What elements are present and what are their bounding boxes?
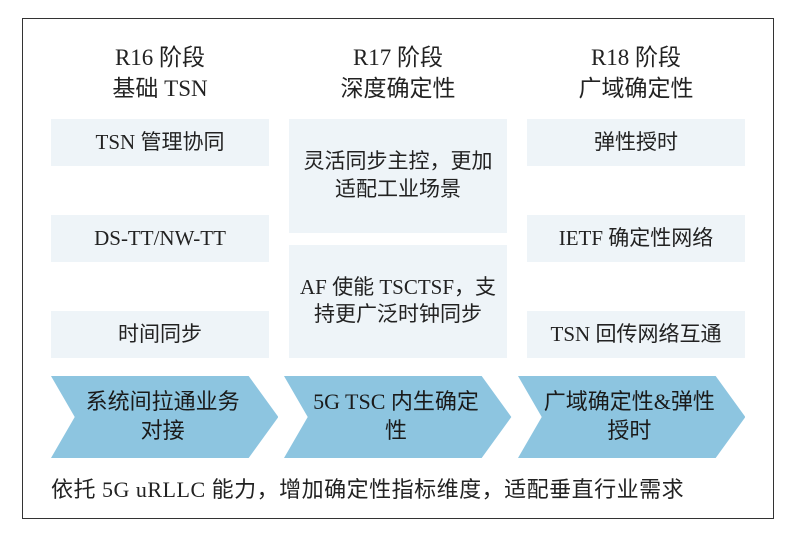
feature-box: AF 使能 TSCTSF，支持更广泛时钟同步 [289, 245, 507, 359]
feature-box: 弹性授时 [527, 119, 745, 166]
column-header: R18 阶段 广域确定性 [527, 41, 745, 105]
feature-box: TSN 管理协同 [51, 119, 269, 166]
header-line2: 深度确定性 [289, 73, 507, 104]
arrow-label: 广域确定性&弹性授时 [518, 376, 745, 458]
column-r16: R16 阶段 基础 TSN TSN 管理协同 DS-TT/NW-TT 时间同步 [51, 41, 269, 358]
column-header: R17 阶段 深度确定性 [289, 41, 507, 105]
feature-box: IETF 确定性网络 [527, 215, 745, 262]
box-list: 弹性授时 IETF 确定性网络 TSN 回传网络互通 [527, 119, 745, 358]
diagram-frame: R16 阶段 基础 TSN TSN 管理协同 DS-TT/NW-TT 时间同步 … [22, 18, 774, 519]
column-r18: R18 阶段 广域确定性 弹性授时 IETF 确定性网络 TSN 回传网络互通 [527, 41, 745, 358]
arrow-step-2: 5G TSC 内生确定性 [284, 376, 511, 458]
footer-caption: 依托 5G uRLLC 能力，增加确定性指标维度，适配垂直行业需求 [51, 472, 745, 504]
header-line2: 广域确定性 [527, 73, 745, 104]
arrow-label: 5G TSC 内生确定性 [284, 376, 511, 458]
arrow-row: 系统间拉通业务对接 5G TSC 内生确定性 广域确定性&弹性授时 [51, 376, 745, 458]
columns-row: R16 阶段 基础 TSN TSN 管理协同 DS-TT/NW-TT 时间同步 … [51, 41, 745, 358]
header-line1: R17 阶段 [289, 42, 507, 73]
header-line2: 基础 TSN [51, 73, 269, 104]
feature-box: 灵活同步主控，更加适配工业场景 [289, 119, 507, 233]
column-header: R16 阶段 基础 TSN [51, 41, 269, 105]
arrow-step-1: 系统间拉通业务对接 [51, 376, 278, 458]
feature-box: DS-TT/NW-TT [51, 215, 269, 262]
column-r17: R17 阶段 深度确定性 灵活同步主控，更加适配工业场景 AF 使能 TSCTS… [289, 41, 507, 358]
feature-box: 时间同步 [51, 311, 269, 358]
header-line1: R18 阶段 [527, 42, 745, 73]
arrow-label: 系统间拉通业务对接 [51, 376, 278, 458]
feature-box: TSN 回传网络互通 [527, 311, 745, 358]
box-list: TSN 管理协同 DS-TT/NW-TT 时间同步 [51, 119, 269, 358]
box-list: 灵活同步主控，更加适配工业场景 AF 使能 TSCTSF，支持更广泛时钟同步 [289, 119, 507, 358]
header-line1: R16 阶段 [51, 42, 269, 73]
arrow-step-3: 广域确定性&弹性授时 [518, 376, 745, 458]
